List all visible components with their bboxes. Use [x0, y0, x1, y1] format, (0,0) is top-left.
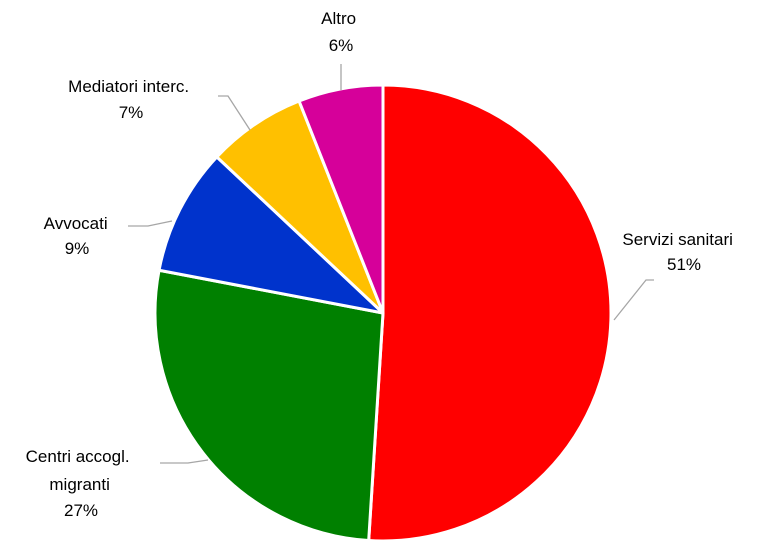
leader-line-mediatori	[218, 95, 251, 131]
data-label-servizi-sanitari: Servizi sanitari 51%	[622, 230, 737, 274]
leader-line-centri-accogl	[160, 459, 209, 464]
pie-slice-servizi-sanitari	[367, 83, 613, 542]
pie-slice-avvocati	[157, 155, 385, 315]
data-label-altro: Altro 6%	[321, 9, 361, 55]
data-label-centri-accogl: Centri accogl. migranti 27%	[26, 447, 135, 520]
pie-slices	[153, 83, 613, 542]
leader-line-avvocati	[128, 220, 173, 227]
leader-line-servizi-sanitari	[613, 279, 654, 321]
pie-slice-centri-accogl-migranti	[153, 268, 385, 542]
data-label-mediatori: Mediatori interc. 7%	[68, 77, 194, 122]
data-label-avvocati: Avvocati 9%	[44, 214, 113, 258]
leader-lines	[128, 64, 654, 464]
data-labels: Servizi sanitari 51% Centri accogl. migr…	[26, 9, 737, 520]
pie-slice-altro	[297, 83, 385, 315]
